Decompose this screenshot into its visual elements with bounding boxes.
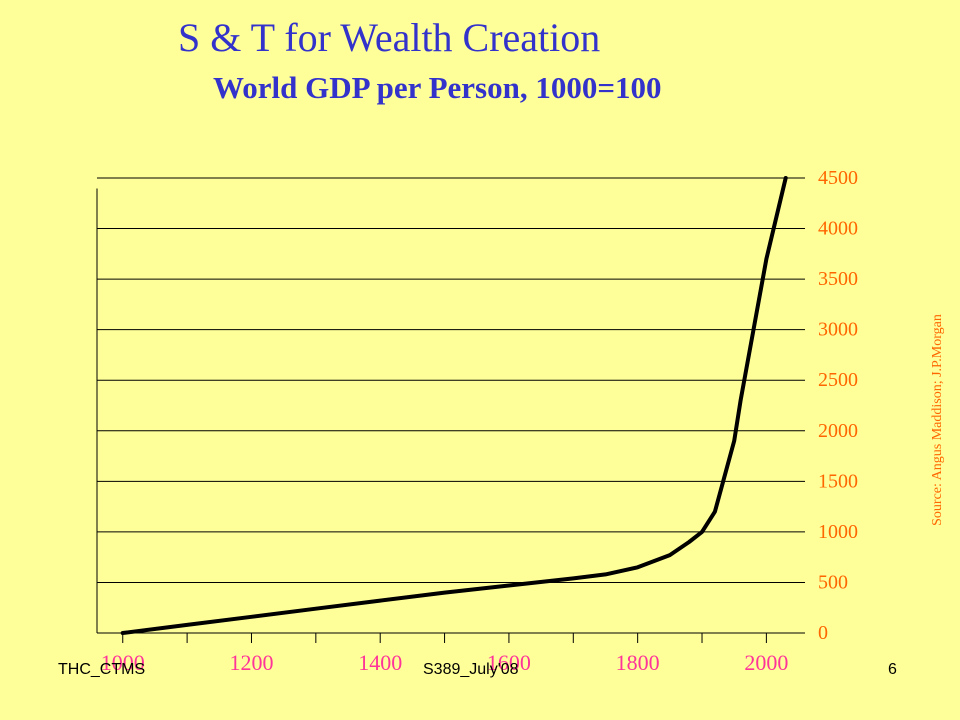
source-note: Source: Angus Maddison; J.P.Morgan: [930, 314, 945, 526]
slide-title: S & T for Wealth Creation: [178, 15, 601, 60]
x-tick-label: 1600: [487, 650, 531, 675]
y-tick-label: 2500: [818, 369, 858, 391]
y-tick-label: 4500: [818, 167, 858, 189]
y-tick-label: 1000: [818, 521, 858, 543]
chart-title: World GDP per Person, 1000=100: [213, 70, 662, 105]
y-tick-label: 0: [818, 622, 828, 644]
y-tick-label: 1500: [818, 470, 858, 492]
footer-center: S389_July'08: [423, 661, 519, 678]
y-tick-label: 2000: [818, 420, 858, 442]
y-tick-label: 3500: [818, 268, 858, 290]
x-tick-label: 1000: [101, 650, 145, 675]
page-number: 6: [888, 661, 897, 678]
x-tick-label: 1800: [616, 650, 660, 675]
y-tick-label: 4000: [818, 218, 858, 240]
y-tick-label: 500: [818, 571, 848, 593]
x-tick-label: 2000: [744, 650, 788, 675]
footer-left: THC_CTMS: [58, 661, 146, 678]
x-tick-label: 1400: [358, 650, 402, 675]
y-tick-label: 3000: [818, 319, 858, 341]
series-line: [120, 176, 788, 635]
x-tick-label: 1200: [229, 650, 273, 675]
